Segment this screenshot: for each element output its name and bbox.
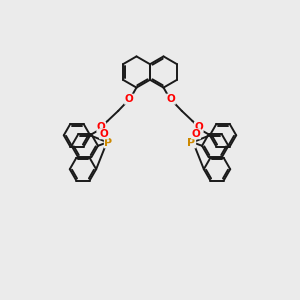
Text: P: P	[188, 138, 196, 148]
Text: O: O	[97, 122, 106, 132]
Text: P: P	[104, 138, 112, 148]
Text: O: O	[124, 94, 134, 104]
Text: O: O	[100, 129, 108, 139]
Text: O: O	[192, 129, 200, 139]
Text: O: O	[194, 122, 203, 132]
Text: O: O	[167, 94, 176, 104]
